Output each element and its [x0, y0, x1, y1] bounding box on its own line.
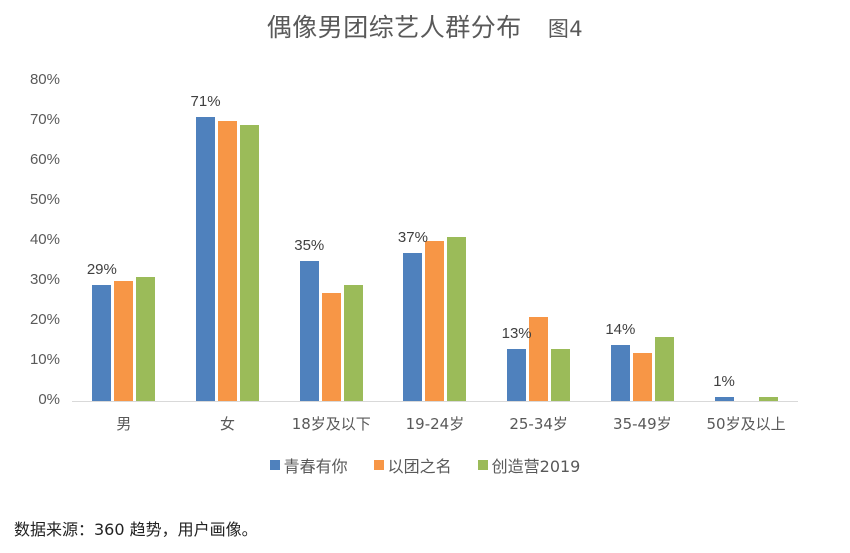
chart-title: 偶像男团综艺人群分布 图4 — [0, 8, 850, 44]
bar — [136, 277, 156, 401]
bar — [196, 117, 216, 401]
y-tick-label: 10% — [29, 351, 60, 368]
bar — [551, 349, 571, 401]
bar — [92, 285, 112, 401]
data-label: 13% — [501, 325, 532, 342]
legend-item: 以团之名 — [373, 453, 452, 477]
y-tick-label: 40% — [29, 231, 60, 248]
bar — [632, 353, 652, 401]
x-tick-label: 25-34岁 — [509, 415, 568, 433]
legend-label: 青春有你 — [283, 457, 348, 476]
chart-title-text: 偶像男团综艺人群分布 — [266, 13, 522, 42]
x-tick-label: 35-49岁 — [613, 415, 672, 433]
data-label: 35% — [294, 237, 325, 254]
bar — [299, 261, 319, 401]
bar — [218, 121, 238, 401]
x-tick-label: 男 — [116, 415, 132, 433]
legend-swatch-icon — [373, 460, 384, 470]
y-tick-label: 20% — [29, 311, 60, 328]
bar — [114, 281, 134, 401]
bar — [529, 317, 549, 401]
y-tick-label: 60% — [29, 151, 60, 168]
y-tick-label: 70% — [29, 111, 60, 128]
data-label: 71% — [190, 93, 221, 110]
x-tick-label: 18岁及以下 — [291, 415, 371, 433]
data-label: 1% — [713, 373, 735, 390]
legend-item: 青春有你 — [269, 453, 348, 477]
x-axis-line — [72, 401, 798, 402]
x-tick-label: 19-24岁 — [405, 415, 465, 433]
bar — [507, 349, 527, 401]
source-note: 数据来源：360 趋势，用户画像。 — [14, 520, 258, 539]
data-label: 29% — [86, 261, 117, 278]
data-label: 37% — [397, 229, 428, 246]
figure-label: 图4 — [547, 17, 584, 41]
y-tick-label: 80% — [29, 71, 60, 88]
legend-label: 创造营2019 — [491, 457, 581, 476]
legend-swatch-icon — [477, 460, 488, 470]
bar — [610, 345, 630, 401]
bar — [403, 253, 423, 401]
bar — [343, 285, 363, 401]
y-tick-label: 0% — [38, 391, 60, 408]
data-label: 14% — [605, 321, 636, 338]
bar — [758, 397, 778, 401]
legend-swatch-icon — [269, 460, 280, 470]
bar — [654, 337, 674, 401]
y-tick-label: 30% — [29, 271, 60, 288]
x-tick-label: 50岁及以上 — [706, 415, 786, 433]
x-tick-label: 女 — [220, 415, 236, 433]
legend-label: 以团之名 — [387, 457, 452, 476]
chart-legend: 青春有你 以团之名 创造营2019 — [0, 453, 850, 477]
legend-item: 创造营2019 — [477, 453, 581, 477]
bar — [714, 397, 734, 401]
bar — [240, 125, 260, 401]
bar — [425, 241, 445, 401]
bar — [321, 293, 341, 401]
y-tick-label: 50% — [29, 191, 60, 208]
bar — [447, 237, 467, 401]
